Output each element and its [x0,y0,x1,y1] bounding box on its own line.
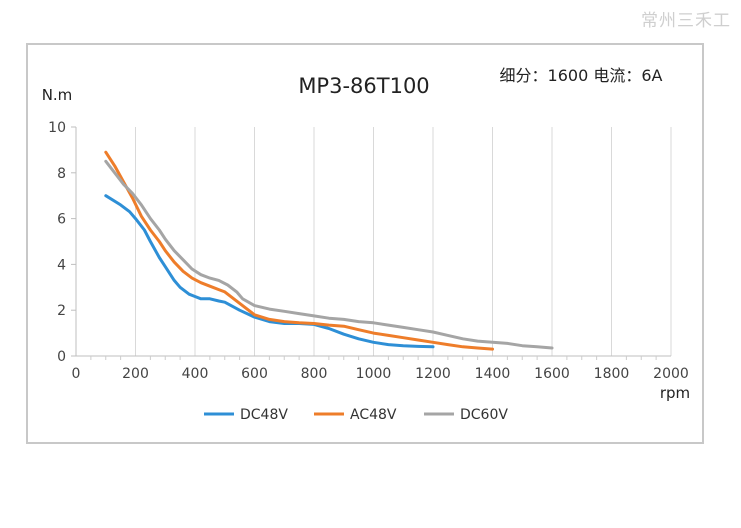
y-tick-label-6: 6 [57,212,66,228]
series-line-dc48v [104,194,435,349]
watermark-text: 常州三禾工 [641,11,731,31]
x-tick-label-1200: 1200 [415,366,451,382]
chart-annotation: 细分：1600 电流：6A [500,66,663,85]
series-line-dc60v [104,159,554,350]
x-tick-label-1600: 1600 [534,366,570,382]
x-tick-label-800: 800 [301,366,328,382]
legend-label-ac48v: AC48V [350,407,397,423]
y-tick-label-10: 10 [48,120,66,136]
x-tick-label-0: 0 [72,366,81,382]
y-tick-label-0: 0 [57,349,66,365]
y-tick-label-4: 4 [57,257,66,273]
x-axis-label: rpm [660,384,690,402]
series-line-ac48v [104,150,494,351]
y-axis-label: N.m [42,86,73,104]
legend-label-dc48v: DC48V [240,407,288,423]
chart-title: MP3-86T100 [298,74,429,98]
x-tick-label-1000: 1000 [356,366,392,382]
x-tick-label-200: 200 [122,366,149,382]
y-tick-label-2: 2 [57,303,66,319]
x-tick-label-1400: 1400 [475,366,511,382]
y-tick-label-8: 8 [57,166,66,182]
legend-label-dc60v: DC60V [460,407,508,423]
x-tick-label-600: 600 [241,366,268,382]
chart-frame [26,43,704,444]
x-tick-label-400: 400 [182,366,209,382]
x-tick-label-2000: 2000 [653,366,689,382]
x-tick-label-1800: 1800 [594,366,630,382]
